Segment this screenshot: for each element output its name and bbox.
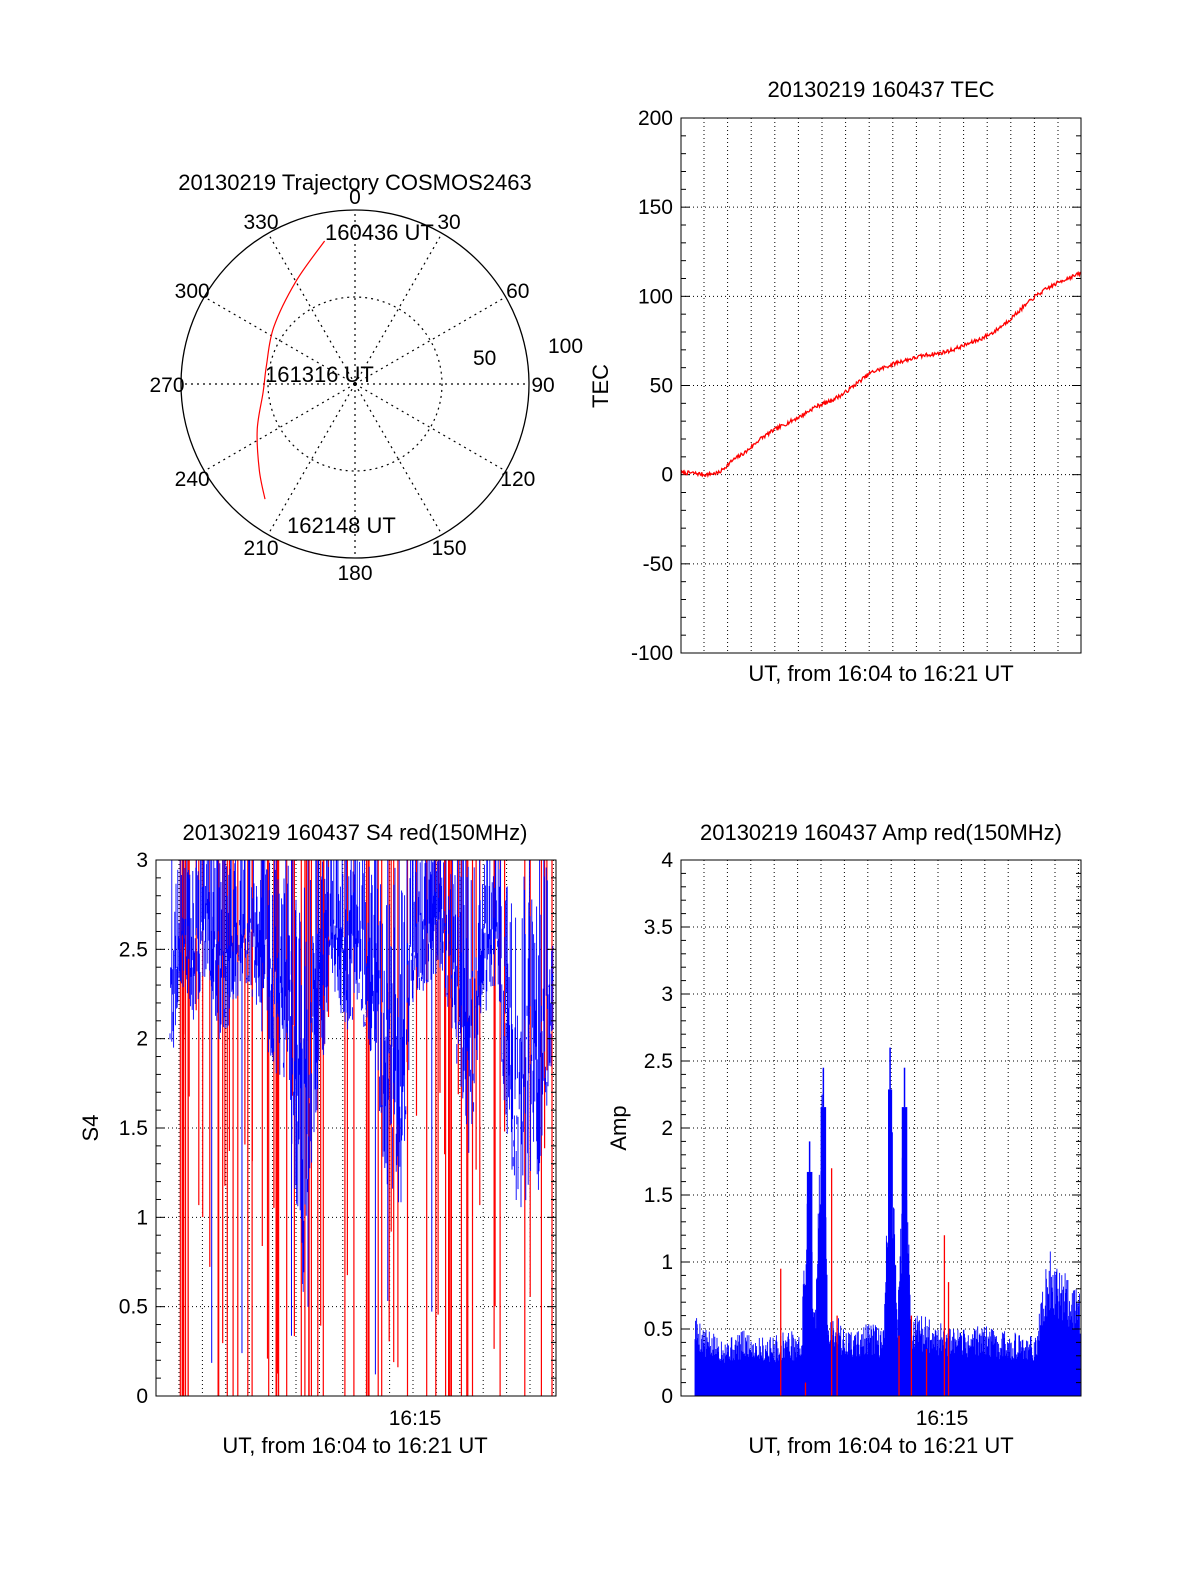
polar-trajectory-chart: 20130219 Trajectory COSMOS2463 0 30 60 90 12… (149, 170, 583, 585)
polar-spoke (354, 233, 443, 385)
amp-plot-frame (680, 859, 1082, 1397)
trajectory-line (256, 240, 326, 500)
tec-grid (681, 118, 1081, 653)
polar-az-label: 180 (337, 562, 372, 585)
trajectory-end-label: 162148 UT (287, 513, 396, 538)
polar-az-label: 270 (149, 374, 184, 397)
s4-title: 20130219 160437 S4 red(150MHz) (183, 820, 528, 845)
polar-spoke (354, 383, 443, 535)
amp-title: 20130219 160437 Amp red(150MHz) (700, 820, 1062, 845)
y-tick-label: 0 (136, 1385, 148, 1408)
tec-plot-frame (680, 117, 1082, 654)
polar-spoke (354, 296, 506, 385)
amp-grid (681, 860, 1081, 1396)
polar-az-label: 300 (175, 280, 210, 303)
polar-title: 20130219 Trajectory COSMOS2463 (178, 170, 531, 195)
tec-chart: 20130219 160437 TEC -100-50050100150200 … (588, 77, 1082, 686)
polar-az-label: 30 (437, 211, 460, 234)
trajectory-mid-label: 161316 UT (265, 362, 374, 387)
polar-spoke (204, 383, 356, 472)
amp-y-ticks: 0 0.5 1 1.5 2 2.5 3 3.5 4 (644, 849, 1081, 1408)
y-tick-label: 1.5 (119, 1117, 148, 1140)
y-tick-label: -100 (631, 642, 673, 665)
tec-y-ticks: -100 -50 0 50 100 150 200 (631, 107, 1081, 665)
y-tick-label: -50 (643, 553, 673, 576)
polar-azimuth-labels: 0 30 60 90 120 150 180 210 240 270 300 330 (149, 186, 554, 585)
amp-x-tick-1615: 16:15 (916, 1407, 969, 1430)
y-tick-label: 200 (638, 107, 673, 130)
amp-blue-series (694, 1047, 1081, 1396)
s4-plot-frame (155, 859, 557, 1397)
tec-series-line (680, 270, 1082, 479)
amp-blue-burst (806, 1171, 813, 1343)
polar-az-label: 150 (431, 537, 466, 560)
polar-spoke (204, 296, 356, 385)
y-tick-label: 150 (638, 196, 673, 219)
s4-y-label: S4 (78, 1115, 103, 1142)
polar-grid (180, 209, 530, 559)
tec-x-label: UT, from 16:04 to 16:21 UT (748, 661, 1013, 686)
y-tick-label: 3 (661, 983, 673, 1006)
y-tick-label: 2 (661, 1117, 673, 1140)
s4-x-label: UT, from 16:04 to 16:21 UT (222, 1433, 487, 1458)
amp-y-label: Amp (606, 1105, 631, 1150)
y-tick-label: 4 (661, 849, 673, 872)
polar-outer-circle (180, 209, 530, 559)
polar-radial-label-100: 100 (548, 335, 583, 358)
y-tick-label: 0.5 (119, 1296, 148, 1319)
polar-az-label: 90 (531, 374, 554, 397)
y-tick-label: 0.5 (644, 1318, 673, 1341)
amp-chart: 20130219 160437 Amp red(150MHz) 0 0.5 1 1.5… (606, 820, 1082, 1458)
polar-radial-label-50: 50 (473, 347, 496, 370)
y-tick-label: 3.5 (644, 916, 673, 939)
y-tick-label: 100 (638, 285, 673, 308)
y-tick-label: 1 (136, 1206, 148, 1229)
y-tick-label: 50 (650, 375, 673, 398)
y-tick-label: 2 (136, 1028, 148, 1051)
s4-chart: 20130219 160437 S4 red(150MHz) 0 0.5 1 1.5 2… (78, 820, 557, 1458)
polar-az-label: 0 (349, 186, 361, 209)
polar-az-label: 210 (243, 537, 278, 560)
tec-title: 20130219 160437 TEC (767, 77, 994, 102)
y-tick-label: 1.5 (644, 1184, 673, 1207)
amp-blue-burst (888, 1089, 893, 1343)
polar-az-label: 60 (506, 280, 529, 303)
amp-blue-trace (694, 1094, 1081, 1396)
polar-az-label: 120 (500, 468, 535, 491)
y-tick-label: 0 (661, 464, 673, 487)
y-tick-label: 1 (661, 1251, 673, 1274)
s4-blue-series (169, 860, 554, 1375)
amp-red-series (780, 1168, 950, 1396)
y-tick-label: 3 (136, 849, 148, 872)
s4-y-ticks: 0 0.5 1 1.5 2 2.5 3 (119, 849, 556, 1408)
y-tick-label: 0 (661, 1385, 673, 1408)
polar-spoke (267, 383, 356, 535)
amp-blue-burst (901, 1107, 908, 1343)
y-tick-label: 2.5 (119, 938, 148, 961)
amp-blue-burst (820, 1107, 827, 1343)
polar-az-label: 240 (175, 468, 210, 491)
polar-az-label: 330 (243, 211, 278, 234)
trajectory-start-label: 160436 UT (325, 220, 434, 245)
y-tick-label: 2.5 (644, 1050, 673, 1073)
polar-spoke (354, 383, 506, 472)
s4-blue-trace (169, 860, 554, 1292)
s4-x-tick-1615: 16:15 (389, 1407, 442, 1430)
polar-spoke (267, 233, 356, 385)
amp-x-label: UT, from 16:04 to 16:21 UT (748, 1433, 1013, 1458)
tec-y-label: TEC (588, 364, 613, 408)
polar-inner-circle (267, 296, 443, 472)
